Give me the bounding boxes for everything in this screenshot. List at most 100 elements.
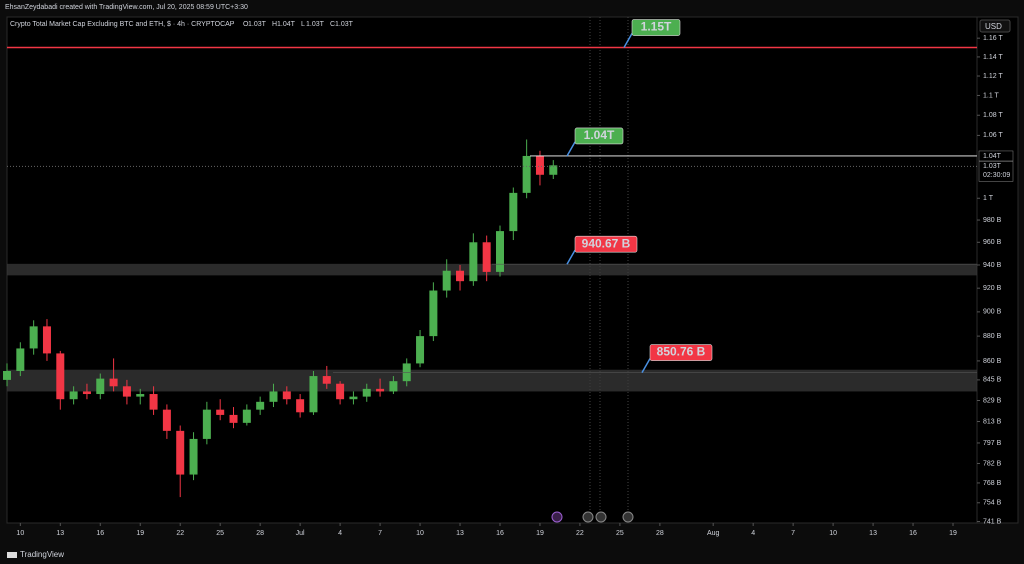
credit: EhsanZeydabadi created with TradingView.… bbox=[5, 4, 248, 11]
x-tick-label: 13 bbox=[869, 530, 877, 537]
y-tick-label: 741 B bbox=[983, 518, 1002, 525]
x-tick-label: Aug bbox=[707, 530, 720, 537]
candle-body bbox=[509, 192, 518, 232]
ohlc-legend: O 1.03T H 1.04T L 1.03T C 1.03T bbox=[243, 21, 354, 28]
ohlc-key: L bbox=[301, 21, 305, 28]
candle-body bbox=[136, 394, 145, 397]
candle-body bbox=[229, 414, 238, 423]
ohlc-value: 1.03T bbox=[306, 21, 325, 28]
candle-body bbox=[16, 348, 25, 371]
y-tick-label: 1.08 T bbox=[983, 112, 1003, 119]
candle-body bbox=[149, 394, 158, 410]
y-tick-label: 797 B bbox=[983, 440, 1002, 447]
x-tick-label: 13 bbox=[456, 530, 464, 537]
event-icon[interactable] bbox=[595, 511, 607, 523]
currency-box[interactable] bbox=[979, 19, 1011, 33]
candle-body bbox=[309, 376, 318, 413]
level-label: 1.04T bbox=[584, 128, 615, 142]
candle-body bbox=[202, 409, 211, 439]
candle-body bbox=[362, 388, 371, 397]
symbol: Crypto Total Market Cap Excluding BTC an… bbox=[10, 21, 235, 28]
x-tick-label: 16 bbox=[909, 530, 917, 537]
x-tick-label: 25 bbox=[216, 530, 224, 537]
brand-logo bbox=[7, 552, 17, 558]
y-tick-label: 813 B bbox=[983, 418, 1002, 425]
candle-body bbox=[349, 396, 358, 400]
candle-body bbox=[495, 231, 504, 272]
candle-body bbox=[162, 409, 171, 431]
x-tick-label: 19 bbox=[949, 530, 957, 537]
ohlc-value: 1.03T bbox=[248, 21, 267, 28]
candle-body bbox=[29, 326, 38, 349]
level-box bbox=[574, 235, 638, 253]
x-tick-label: 25 bbox=[616, 530, 624, 537]
brand: TradingView bbox=[20, 550, 64, 559]
y-tick-label: 980 B bbox=[983, 217, 1002, 224]
price-tag bbox=[978, 161, 1014, 182]
candle-body bbox=[442, 270, 451, 291]
candle-body bbox=[122, 386, 131, 397]
candle-body bbox=[3, 370, 11, 380]
x-tick-label: 7 bbox=[791, 530, 795, 537]
price-axis bbox=[976, 16, 1019, 524]
x-tick-label: 22 bbox=[576, 530, 584, 537]
level-label: 940.67 B bbox=[582, 236, 631, 250]
candle-body bbox=[282, 391, 291, 400]
level-box bbox=[574, 127, 624, 145]
candle-body bbox=[189, 438, 198, 475]
level-label: 1.15T bbox=[641, 20, 672, 34]
ohlc-key: O bbox=[243, 21, 249, 28]
y-tick-label: 754 B bbox=[983, 500, 1002, 507]
candle-body bbox=[242, 409, 251, 423]
x-tick-label: 19 bbox=[536, 530, 544, 537]
x-tick-label: 19 bbox=[136, 530, 144, 537]
y-tick-label: 1.06 T bbox=[983, 132, 1003, 139]
callout-pointer bbox=[566, 249, 576, 265]
callout-pointer bbox=[641, 358, 651, 373]
event-icon[interactable] bbox=[622, 511, 634, 523]
ohlc-key: C bbox=[330, 21, 335, 28]
y-tick-label: 1.16 T bbox=[983, 35, 1003, 42]
level-box bbox=[649, 344, 713, 361]
x-tick-label: Jul bbox=[296, 530, 305, 537]
candle-body bbox=[176, 430, 185, 475]
zone bbox=[7, 263, 977, 276]
candle-body bbox=[469, 242, 478, 282]
candle-body bbox=[482, 242, 491, 272]
y-tick-label: 1.1 T bbox=[983, 92, 1000, 99]
x-tick-label: 10 bbox=[16, 530, 24, 537]
candle-body bbox=[376, 388, 385, 392]
x-tick-label: 4 bbox=[338, 530, 342, 537]
x-tick-label: 28 bbox=[256, 530, 264, 537]
callout-pointer bbox=[623, 33, 633, 48]
candle-body bbox=[535, 155, 544, 175]
x-tick-label: 16 bbox=[96, 530, 104, 537]
ohlc-value: 1.04T bbox=[277, 21, 296, 28]
event-icon[interactable] bbox=[551, 511, 563, 523]
candle-body bbox=[549, 165, 558, 175]
x-tick-label: 10 bbox=[829, 530, 837, 537]
x-tick-label: 13 bbox=[56, 530, 64, 537]
y-tick-label: 782 B bbox=[983, 460, 1002, 467]
y-tick-label: 829 B bbox=[983, 397, 1002, 404]
callout-pointer bbox=[566, 141, 576, 157]
candle-body bbox=[96, 378, 105, 395]
x-tick-label: 22 bbox=[176, 530, 184, 537]
x-tick-label: 16 bbox=[496, 530, 504, 537]
candle-body bbox=[429, 290, 438, 337]
candle-body bbox=[416, 336, 425, 364]
y-tick-label: 768 B bbox=[983, 480, 1002, 487]
ohlc-key: H bbox=[272, 21, 277, 28]
candle-body bbox=[389, 381, 398, 392]
candle-body bbox=[109, 378, 118, 387]
y-tick-label: 960 B bbox=[983, 239, 1002, 246]
event-icon[interactable] bbox=[582, 511, 594, 523]
candle-body bbox=[522, 155, 531, 193]
price-tag bbox=[978, 150, 1014, 162]
currency: USD bbox=[985, 22, 1002, 31]
candle-body bbox=[269, 391, 278, 402]
y-tick-label: 880 B bbox=[983, 333, 1002, 340]
y-tick-label: 1 T bbox=[983, 195, 994, 202]
candle-body bbox=[296, 399, 305, 413]
